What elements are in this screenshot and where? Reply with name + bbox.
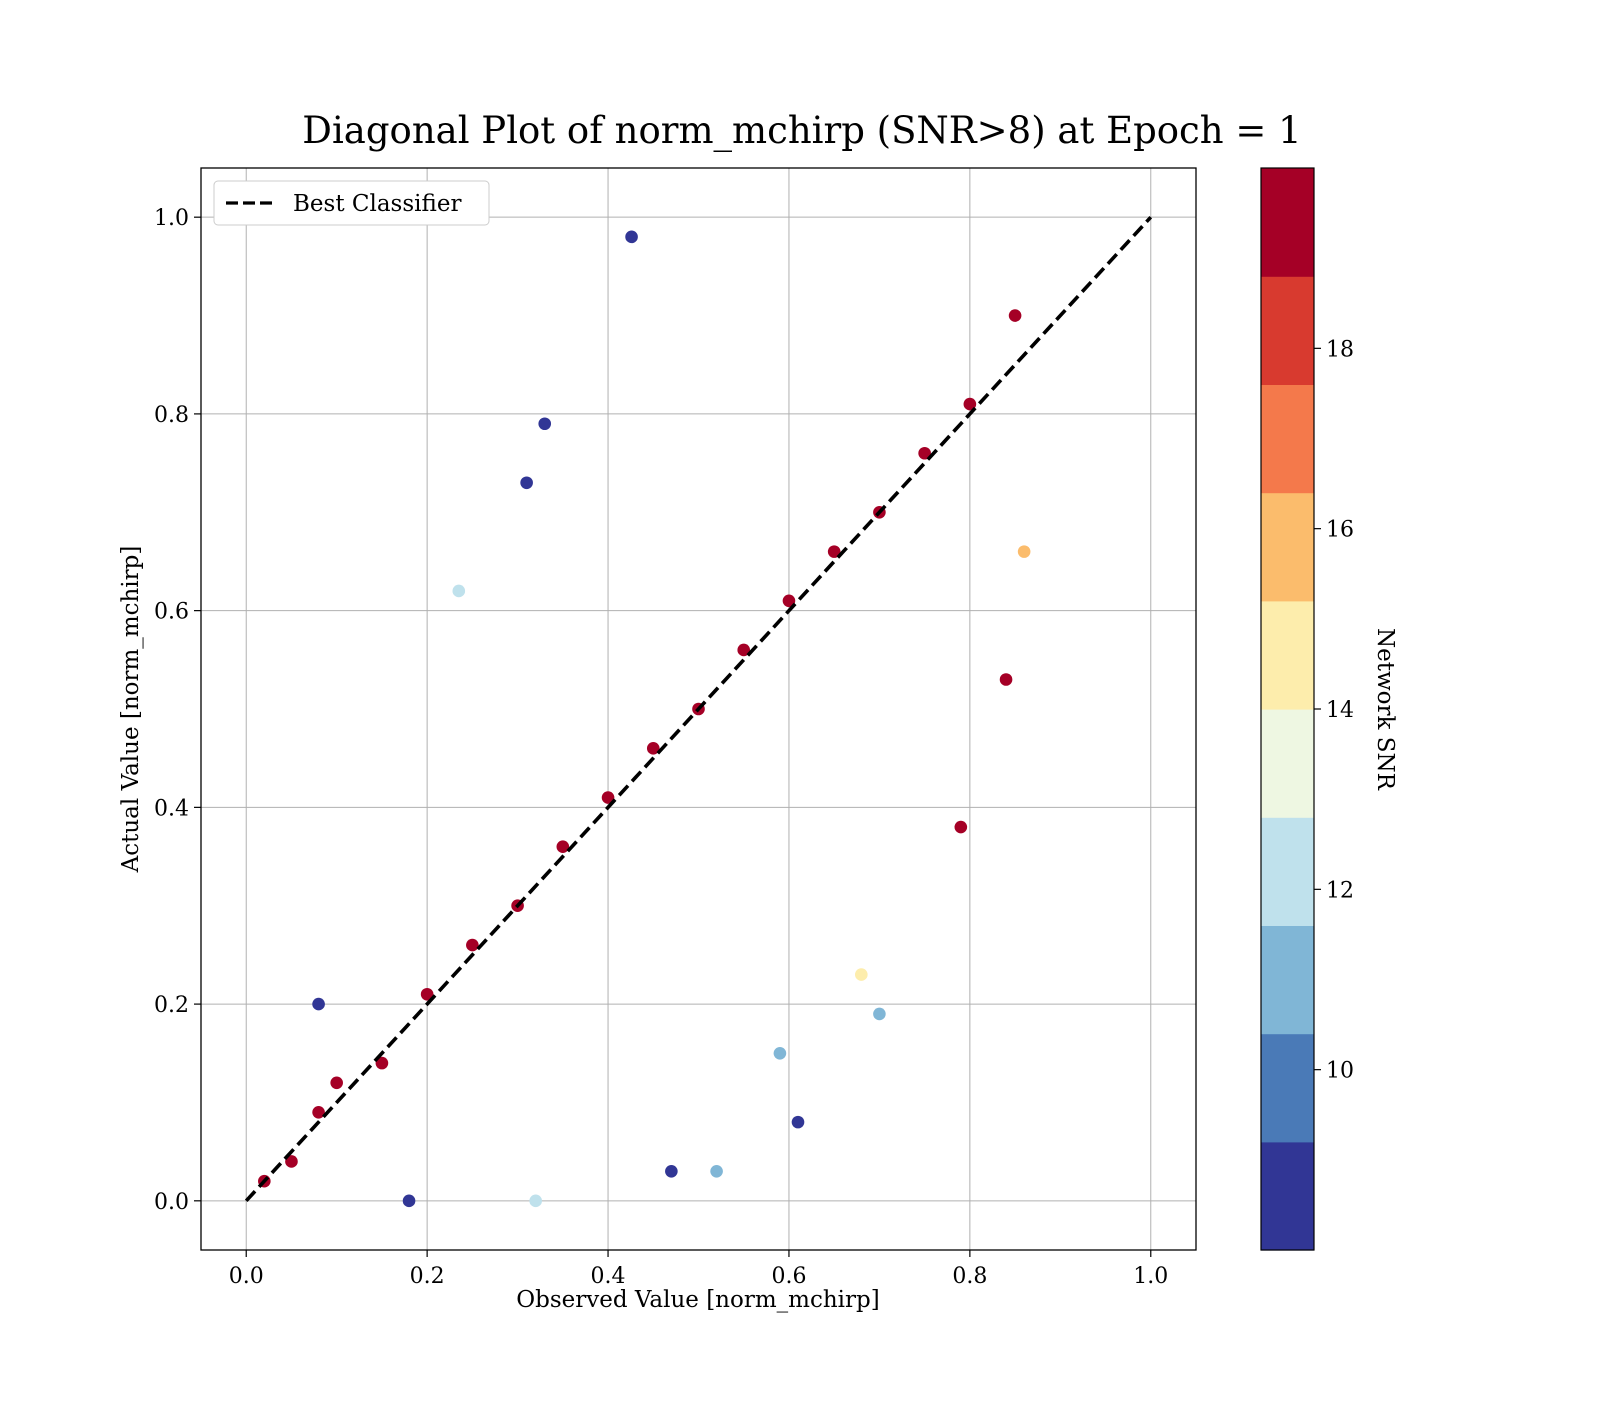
scatter-point [954, 820, 968, 834]
scatter-point [375, 1056, 389, 1070]
y-tick-label: 0.8 [154, 403, 189, 428]
legend-label: Best Classifier [293, 191, 461, 217]
colorbar-tick-label: 18 [1326, 337, 1354, 362]
colorbar-band [1261, 384, 1314, 494]
y-tick-label: 0.2 [154, 993, 189, 1018]
best-classifier-line [244, 215, 1153, 1203]
scatter-point [520, 476, 533, 490]
scatter-point [646, 742, 660, 755]
scatter-point [556, 840, 570, 854]
scatter-point [601, 791, 615, 804]
scatter-point [1017, 545, 1031, 558]
colorbar-band [1261, 492, 1314, 602]
scatter-point [710, 1165, 723, 1178]
colorbar-band [1261, 600, 1314, 710]
x-axis-ticks: 0.0 0.2 0.4 0.6 0.8 1.0 [229, 1250, 1168, 1289]
scatter-point [782, 594, 796, 608]
scatter-point [312, 997, 325, 1011]
scatter-points [258, 230, 1031, 1208]
y-tick-label: 1.0 [154, 206, 189, 231]
scatter-point [827, 545, 841, 558]
colorbar-tick-label: 14 [1326, 698, 1354, 723]
scatter-point [402, 1194, 416, 1208]
scatter-point [918, 446, 931, 460]
plot-frame [200, 167, 1197, 1251]
x-tick-label: 0.2 [410, 1264, 445, 1289]
colorbar-band [1261, 276, 1314, 385]
y-tick-label: 0.0 [154, 1190, 189, 1215]
colorbar-label: Network SNR [1372, 628, 1398, 791]
grid-lines [201, 168, 1196, 1250]
x-tick-label: 0.0 [229, 1264, 264, 1289]
best-classifier-line-layer [244, 215, 1153, 1203]
scatter-point [873, 1007, 886, 1021]
colorbar-band [1261, 709, 1314, 818]
colorbar: 10 12 14 16 18 [1260, 167, 1354, 1251]
scatter-point [665, 1165, 678, 1178]
scatter-point [963, 397, 977, 411]
colorbar-band [1261, 1141, 1314, 1251]
scatter-point [625, 230, 638, 244]
scatter-point [466, 938, 479, 952]
scatter-point [452, 584, 466, 598]
scatter-point [529, 1194, 542, 1208]
scatter-point [538, 417, 552, 431]
y-tick-label: 0.6 [154, 600, 189, 625]
legend: Best Classifier [213, 180, 490, 226]
scatter-point [285, 1155, 298, 1168]
x-axis-label: Observed Value [norm_mchirp] [516, 1287, 879, 1313]
scatter-point [330, 1076, 343, 1090]
y-axis-label: Actual Value [norm_mchirp] [118, 546, 144, 874]
x-tick-label: 1.0 [1133, 1264, 1168, 1289]
colorbar-tick-label: 12 [1326, 878, 1354, 903]
chart-title: Diagonal Plot of norm_mchirp (SNR>8) at … [302, 109, 1301, 153]
scatter-point [855, 968, 868, 981]
x-tick-label: 0.6 [771, 1264, 806, 1289]
colorbar-band [1261, 168, 1314, 277]
scatter-point [1008, 309, 1022, 322]
colorbar-band [1261, 925, 1314, 1035]
y-tick-label: 0.4 [154, 796, 189, 821]
colorbar-tick-label: 10 [1326, 1059, 1354, 1084]
colorbar-band [1261, 1033, 1314, 1143]
colorbar-band [1261, 817, 1314, 926]
scatter-point [791, 1115, 805, 1129]
scatter-point [312, 1105, 325, 1119]
x-tick-label: 0.8 [952, 1264, 987, 1289]
scatter-point [420, 987, 434, 1001]
x-tick-label: 0.4 [591, 1264, 626, 1289]
scatter-point [773, 1046, 787, 1060]
scatter-point [999, 673, 1013, 686]
legend-box [213, 180, 490, 226]
scatter-point [737, 643, 751, 657]
y-axis-ticks: 0.0 0.2 0.4 0.6 0.8 1.0 [154, 206, 201, 1215]
colorbar-tick-label: 16 [1326, 518, 1354, 543]
